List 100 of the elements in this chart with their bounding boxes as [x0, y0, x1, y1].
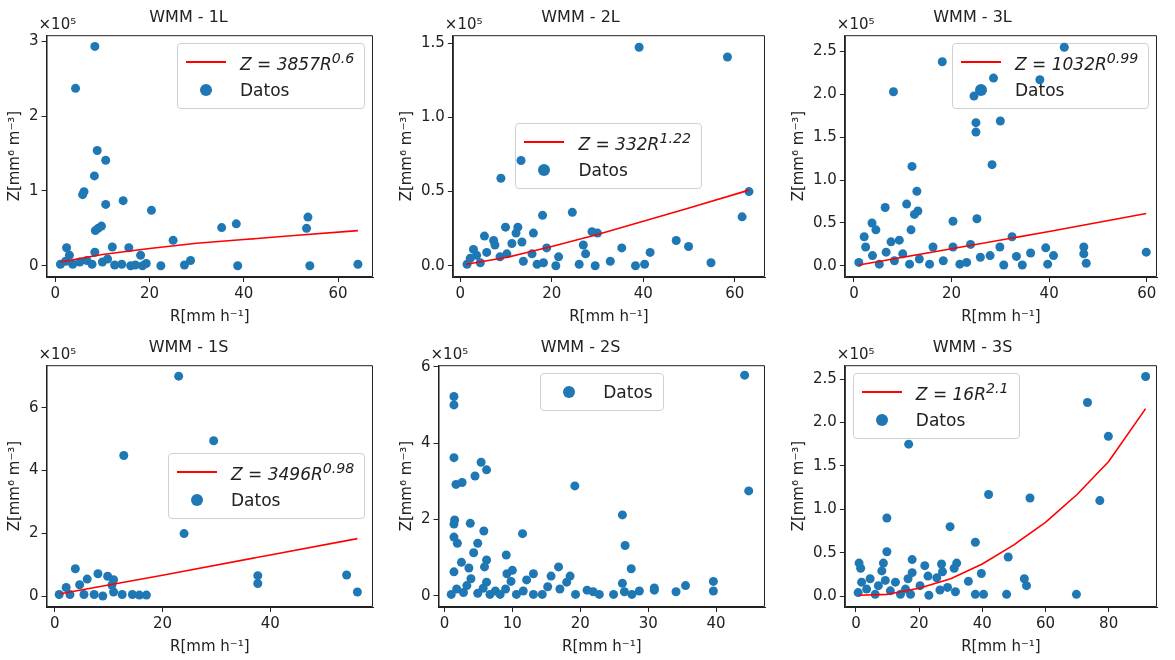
point: [209, 436, 219, 446]
point: [737, 212, 747, 222]
point: [932, 573, 942, 583]
point: [482, 247, 492, 257]
x-tick-label: 20: [941, 283, 962, 302]
point: [924, 590, 934, 600]
y-tick-label: 2: [29, 523, 39, 542]
x-tick-label: 40: [1039, 283, 1059, 302]
x-tick-label: 60: [1035, 613, 1056, 632]
legend-label: Z = 332R$^{1.22}$: [578, 130, 691, 154]
point: [574, 259, 584, 269]
x-tick-label: 20: [152, 613, 173, 632]
point: [156, 261, 166, 271]
point: [706, 258, 716, 268]
x-tick-label: 40: [972, 613, 992, 632]
text: ×10⁵: [38, 344, 77, 363]
x-tick-label: 0: [50, 283, 61, 302]
point: [867, 218, 877, 228]
y-tick-label: 1.0: [813, 170, 837, 188]
point: [174, 371, 184, 381]
text: ×10⁵: [836, 344, 875, 363]
point: [253, 578, 263, 588]
point: [937, 57, 947, 67]
legend-label: Z = 1032R$^{0.99}$: [1015, 50, 1139, 75]
point: [61, 583, 71, 593]
point: [904, 439, 914, 449]
point: [888, 87, 898, 97]
y-tick-label: 4: [421, 433, 431, 452]
x-tick-label: 40: [234, 283, 254, 302]
point: [101, 155, 111, 165]
point: [963, 576, 973, 586]
point: [989, 73, 999, 83]
point: [859, 232, 869, 242]
chart-title: WMM - 2L: [541, 6, 620, 26]
point: [902, 199, 912, 209]
point: [136, 250, 146, 260]
point: [468, 244, 478, 254]
text: ×10⁵: [444, 14, 483, 33]
point: [861, 242, 871, 252]
point: [684, 241, 694, 251]
y-tick-label: 1.0: [813, 499, 837, 518]
y-axis-title: Z[mm⁶ m⁻³]: [396, 110, 415, 202]
point: [722, 52, 732, 62]
point: [93, 569, 103, 579]
point: [1141, 247, 1151, 257]
point: [1082, 398, 1092, 408]
chart-title: WMM - 3S: [932, 336, 1013, 356]
point: [605, 256, 615, 266]
point: [985, 251, 995, 261]
chart-title: WMM - 1L: [149, 6, 228, 26]
point: [62, 243, 72, 253]
x-axis-title: R[mm h⁻¹]: [961, 306, 1041, 325]
y-tick-label: 0.5: [813, 542, 837, 561]
x-tick-label: 40: [260, 613, 280, 632]
legend-label: Datos: [915, 410, 966, 431]
y-tick-label: 1.5: [421, 33, 445, 52]
point: [71, 83, 81, 93]
chart-title: WMM - 1S: [148, 336, 229, 356]
point: [1019, 574, 1029, 584]
point: [976, 569, 986, 578]
point: [907, 555, 917, 565]
x-axis-title: R[mm h⁻¹]: [569, 306, 649, 325]
point: [303, 212, 313, 222]
point: [970, 537, 980, 547]
x-axis-title: R[mm h⁻¹]: [961, 636, 1041, 655]
y-axis-title: Z[mm⁶ m⁻³]: [788, 440, 807, 532]
x-tick-label: 20: [909, 613, 929, 632]
point: [117, 589, 127, 599]
point: [1026, 248, 1036, 258]
point: [590, 261, 600, 271]
point: [90, 41, 100, 51]
point: [880, 575, 890, 585]
y-tick-label: 1.0: [421, 107, 445, 126]
point: [890, 577, 900, 587]
x-tick-label: 60: [725, 283, 745, 302]
point: [54, 589, 64, 599]
point: [179, 260, 189, 270]
x-axis-title: R[mm h⁻¹]: [561, 636, 642, 655]
point: [89, 589, 99, 599]
point: [168, 235, 178, 245]
x-tick-label: 20: [140, 283, 160, 302]
point: [217, 223, 227, 233]
point: [538, 258, 548, 268]
point: [857, 577, 867, 587]
point: [581, 249, 591, 259]
point: [1049, 251, 1059, 261]
point: [179, 529, 189, 539]
legend-label: Datos: [231, 490, 281, 511]
point: [352, 587, 362, 597]
point: [1103, 431, 1113, 441]
point: [935, 585, 945, 595]
point: [511, 228, 521, 238]
y-tick-label: 1.5: [813, 455, 837, 474]
point: [999, 260, 1009, 270]
legend-label: Z = 16R$^{2.1}$: [915, 380, 1009, 405]
point: [118, 196, 128, 206]
point: [950, 587, 960, 597]
point: [925, 259, 935, 269]
point: [971, 127, 981, 137]
y-axis-title: Z[mm⁶ m⁻³]: [396, 440, 415, 532]
